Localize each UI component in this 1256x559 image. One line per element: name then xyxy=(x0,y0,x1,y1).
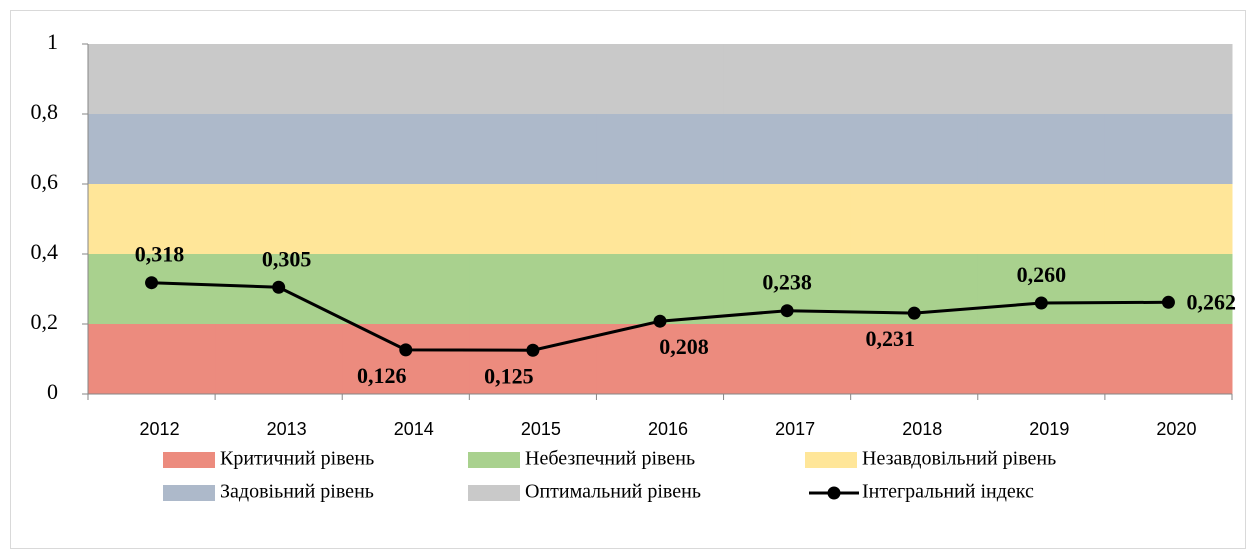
band-segment xyxy=(342,184,470,254)
y-tick-label: 0,6 xyxy=(31,169,59,194)
index-point xyxy=(1161,295,1175,309)
legend-swatch xyxy=(163,452,215,468)
legend-marker xyxy=(827,486,841,500)
index-point xyxy=(907,306,921,320)
axes: 0 0,2 0,4 0,6 0,8 1 2012 2013 2014 2015 2016 2017 20… xyxy=(31,29,1233,439)
legend-label: Небезпечний рівень xyxy=(525,448,695,470)
band-segment xyxy=(723,114,852,184)
plot-bands xyxy=(88,44,1233,394)
band-segment xyxy=(977,184,1106,254)
band-segment xyxy=(850,44,979,114)
index-point xyxy=(399,343,413,357)
x-tick-label: 2017 xyxy=(775,419,815,439)
band-segment xyxy=(850,114,979,184)
band-segment xyxy=(1104,114,1233,184)
index-point xyxy=(145,276,159,290)
band-segment xyxy=(596,254,725,324)
x-tick-label: 2012 xyxy=(140,419,180,439)
band-segment xyxy=(88,114,216,184)
legend-label: Інтегральний індекс xyxy=(862,481,1034,503)
y-tick-label: 0,8 xyxy=(31,99,59,124)
band-segment xyxy=(88,184,216,254)
data-label: 0,126 xyxy=(357,363,407,388)
band-segment xyxy=(342,324,470,394)
band-segment xyxy=(596,324,725,394)
band-segment xyxy=(342,114,470,184)
band-segment xyxy=(215,324,343,394)
band-segment xyxy=(977,114,1106,184)
band-segment xyxy=(723,44,852,114)
legend-swatch xyxy=(468,485,520,501)
index-point xyxy=(1034,296,1048,310)
band-segment xyxy=(469,114,597,184)
band-segment xyxy=(723,324,852,394)
band-segment xyxy=(1104,324,1233,394)
band-segment xyxy=(1104,254,1233,324)
legend-label: Задовіьний рівень xyxy=(220,481,374,503)
band-segment xyxy=(469,254,597,324)
line-series: 0,318 0,305 0,126 0,125 0,208 0,238 0,231 0,260… xyxy=(135,242,1236,389)
legend-label: Незавдовільний рівень xyxy=(862,448,1056,470)
x-tick-label: 2020 xyxy=(1156,419,1196,439)
band-segment xyxy=(342,254,470,324)
band-segment xyxy=(977,44,1106,114)
y-tick-label: 0,4 xyxy=(31,239,59,264)
data-label: 0,231 xyxy=(865,326,915,351)
band-segment xyxy=(596,184,725,254)
x-tick-label: 2013 xyxy=(267,419,307,439)
band-segment xyxy=(723,184,852,254)
legend-swatch xyxy=(163,485,215,501)
band-segment xyxy=(977,324,1106,394)
band-segment xyxy=(215,184,343,254)
band-segment xyxy=(215,44,343,114)
data-label: 0,208 xyxy=(659,334,709,359)
legend-swatch xyxy=(805,452,857,468)
index-point xyxy=(653,314,667,328)
index-point xyxy=(526,343,540,357)
x-tick-label: 2014 xyxy=(394,419,434,439)
band-segment xyxy=(88,324,216,394)
data-label: 0,262 xyxy=(1186,289,1236,314)
band-segment xyxy=(596,44,725,114)
band-segment xyxy=(850,324,979,394)
band-segment xyxy=(1104,44,1233,114)
band-segment xyxy=(342,44,470,114)
x-tick-label: 2019 xyxy=(1029,419,1069,439)
band-segment xyxy=(977,254,1106,324)
data-label: 0,318 xyxy=(135,242,185,267)
y-tick-label: 0 xyxy=(47,379,58,404)
legend-label: Критичний рівень xyxy=(220,448,374,470)
x-tick-label: 2016 xyxy=(648,419,688,439)
y-tick-label: 1 xyxy=(47,29,58,54)
index-point xyxy=(780,304,794,318)
band-segment xyxy=(215,114,343,184)
legend: Критичний рівень Небезпечний рівень Незавд… xyxy=(163,448,1056,503)
band-segment xyxy=(88,44,216,114)
band-segment xyxy=(850,184,979,254)
band-segment xyxy=(1104,184,1233,254)
data-label: 0,125 xyxy=(484,363,534,388)
index-point xyxy=(272,280,286,294)
x-tick-label: 2018 xyxy=(902,419,942,439)
legend-label: Оптимальний рівень xyxy=(525,481,701,503)
legend-swatch xyxy=(468,452,520,468)
data-label: 0,238 xyxy=(762,270,812,295)
data-label: 0,260 xyxy=(1017,262,1067,287)
y-tick-label: 0,2 xyxy=(31,309,59,334)
band-segment xyxy=(596,114,725,184)
data-label: 0,305 xyxy=(262,246,312,271)
band-segment xyxy=(469,324,597,394)
x-tick-label: 2015 xyxy=(521,419,561,439)
band-segment xyxy=(469,44,597,114)
band-segment xyxy=(469,184,597,254)
